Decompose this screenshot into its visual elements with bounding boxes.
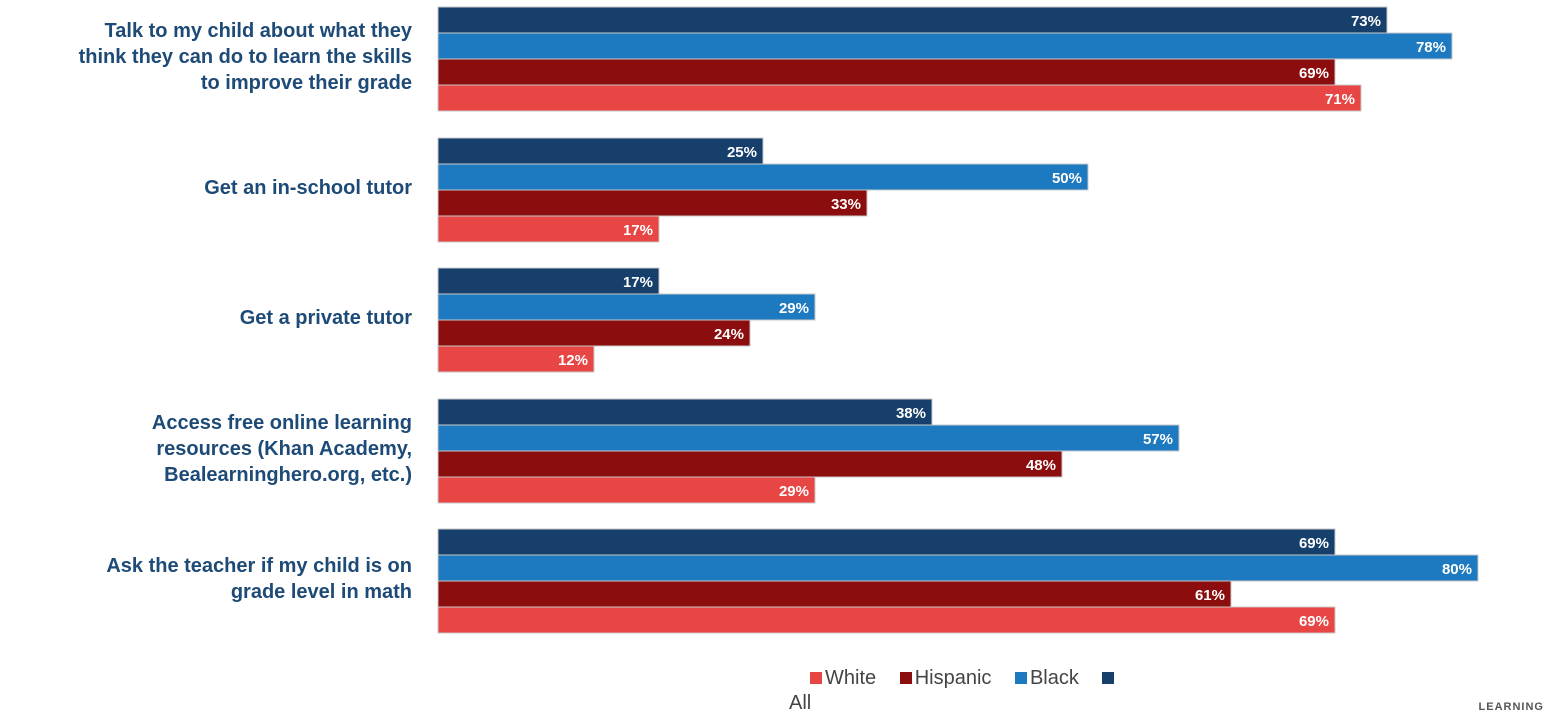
footer-text: LEARNING: [1478, 701, 1544, 713]
data-label-white-3: 29%: [779, 483, 809, 500]
bar-hispanic-4: [437, 580, 1232, 608]
bar-black-2: [437, 293, 816, 321]
bar-hispanic-0: [437, 58, 1336, 86]
legend-item-white: White: [810, 667, 876, 690]
bar-black-1: [437, 163, 1089, 191]
legend-item-hispanic: Hispanic: [899, 667, 992, 690]
data-label-all-1: 25%: [727, 144, 757, 161]
data-label-black-0: 78%: [1416, 39, 1446, 56]
legend-swatch-white: [810, 672, 822, 684]
bar-hispanic-2: [437, 319, 751, 347]
data-label-hispanic-0: 69%: [1299, 65, 1329, 82]
data-label-black-1: 50%: [1052, 170, 1082, 187]
bar-all-0: [437, 6, 1388, 34]
category-label-line: Get a private tutor: [239, 307, 412, 329]
bar-black-3: [437, 424, 1180, 452]
category-label-line: grade level in math: [230, 581, 412, 603]
category-label-line: Get an in-school tutor: [204, 177, 412, 199]
category-label-4: Ask the teacher if my child is on grade l…: [0, 553, 412, 605]
legend-item-all: [1102, 667, 1117, 690]
data-label-black-3: 57%: [1143, 431, 1173, 448]
data-label-black-2: 29%: [779, 300, 809, 317]
legend-label-black: Black: [1029, 667, 1079, 689]
category-label-1: Get an in-school tutor: [0, 175, 412, 201]
data-label-hispanic-4: 61%: [1195, 587, 1225, 604]
bar-white-2: [437, 345, 595, 373]
legend-swatch-hispanic: [899, 672, 912, 684]
data-label-hispanic-3: 48%: [1026, 457, 1056, 474]
bar-all-3: [437, 398, 933, 426]
bar-black-0: [437, 32, 1453, 60]
category-label-line: Access free online learning: [151, 412, 412, 434]
category-label-line: Ask the teacher if my child is on: [106, 555, 412, 577]
data-label-white-1: 17%: [623, 222, 653, 239]
data-label-black-4: 80%: [1442, 561, 1472, 578]
bar-white-4: [437, 606, 1336, 634]
legend-label-hispanic: Hispanic: [914, 667, 992, 689]
bar-all-1: [437, 137, 764, 165]
bar-white-0: [437, 84, 1362, 112]
data-label-white-0: 71%: [1325, 91, 1355, 108]
data-label-hispanic-2: 24%: [714, 326, 744, 343]
data-label-white-4: 69%: [1299, 613, 1329, 630]
data-label-all-4: 69%: [1299, 535, 1329, 552]
bar-black-4: [437, 554, 1479, 582]
bar-all-4: [437, 528, 1336, 556]
data-label-hispanic-1: 33%: [831, 196, 861, 213]
legend-swatch-black: [1014, 672, 1027, 684]
category-label-line: think they can do to learn the skills: [78, 46, 412, 68]
data-label-all-0: 73%: [1351, 13, 1381, 30]
bar-white-1: [437, 215, 660, 243]
legend-label-white: White: [825, 667, 877, 689]
legend-swatch-all: [1102, 672, 1115, 684]
category-label-3: Access free online learning resources (Kh…: [0, 410, 412, 488]
bar-hispanic-3: [437, 450, 1063, 478]
bar-all-2: [437, 267, 660, 295]
category-label-0: Talk to my child about what they think th…: [0, 18, 412, 96]
bar-white-3: [437, 476, 816, 504]
data-label-all-2: 17%: [623, 274, 653, 291]
data-label-white-2: 12%: [558, 352, 588, 369]
category-label-line: Bealearninghero.org, etc.): [164, 464, 412, 486]
category-label-line: to improve their grade: [200, 72, 412, 94]
legend: White Hispanic Black: [810, 667, 1135, 690]
bar-hispanic-1: [437, 189, 868, 217]
category-label-line: resources (Khan Academy,: [156, 438, 412, 460]
category-label-line: Talk to my child about what they: [104, 20, 412, 42]
legend-item-black: Black: [1014, 667, 1079, 690]
legend-label-all: All: [789, 692, 812, 714]
data-label-all-3: 38%: [896, 405, 926, 422]
category-label-2: Get a private tutor: [0, 305, 412, 331]
